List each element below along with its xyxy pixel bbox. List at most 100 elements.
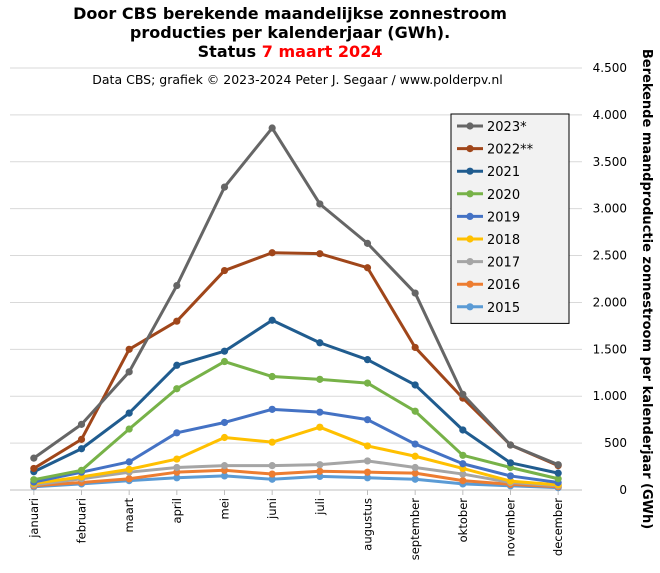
- status-prefix: Status: [197, 42, 257, 61]
- data-point: [268, 405, 276, 413]
- legend-label: 2016: [487, 278, 520, 293]
- series-line: [33, 459, 559, 488]
- data-point: [506, 477, 515, 485]
- y-tick-label: 3.500: [593, 155, 627, 169]
- legend-swatch-marker: [466, 190, 474, 198]
- data-point: [173, 474, 181, 482]
- data-point: [411, 440, 419, 448]
- series-line: [33, 360, 559, 482]
- data-point: [459, 390, 467, 398]
- data-point: [411, 475, 419, 483]
- data-point: [30, 476, 38, 484]
- legend-label: 2020: [487, 188, 520, 203]
- data-point: [173, 281, 181, 290]
- data-point: [316, 423, 324, 431]
- data-point: [411, 452, 419, 460]
- data-point: [554, 475, 562, 483]
- data-point: [268, 249, 276, 257]
- y-tick-label: 2.000: [593, 295, 627, 309]
- data-point: [363, 442, 372, 450]
- data-point: [220, 472, 229, 480]
- x-tick-label: januari: [27, 498, 41, 539]
- data-point: [411, 381, 419, 389]
- legend-label: 2018: [487, 233, 520, 248]
- data-point: [173, 463, 181, 472]
- series-line: [33, 251, 559, 470]
- data-point: [459, 477, 467, 485]
- x-tick-label: juni: [265, 498, 279, 520]
- data-point: [363, 239, 372, 247]
- series-line: [33, 407, 559, 484]
- legend-label: 2019: [487, 210, 520, 225]
- data-point: [220, 418, 229, 427]
- x-tick-label: maart: [122, 498, 136, 533]
- legend-swatch-marker: [466, 167, 474, 175]
- data-point: [173, 361, 181, 369]
- x-tick-label: december: [551, 498, 565, 556]
- data-point: [173, 455, 181, 463]
- data-point: [268, 316, 276, 324]
- data-point: [268, 124, 276, 132]
- y-tick-label: 0: [619, 483, 627, 497]
- series-line: [33, 425, 559, 487]
- x-tick-label: mei: [218, 498, 232, 519]
- data-point: [173, 385, 181, 393]
- legend-swatch-marker: [466, 235, 474, 243]
- x-tick-label: augustus: [361, 498, 375, 551]
- y-tick-label: 4.500: [593, 61, 627, 75]
- legend-swatch-marker: [466, 145, 474, 153]
- data-point: [411, 289, 419, 297]
- legend-label: 2022**: [487, 143, 534, 158]
- data-point: [125, 409, 133, 417]
- data-point: [268, 372, 276, 381]
- data-point: [363, 416, 372, 424]
- legend-label: 2021: [487, 165, 520, 180]
- data-point: [77, 435, 86, 443]
- x-tick-label: november: [504, 498, 518, 557]
- data-point: [125, 465, 133, 473]
- series-line: [33, 318, 559, 475]
- chart-title-line1: Door CBS berekende maandelijkse zonnestr…: [73, 4, 507, 23]
- data-point: [220, 357, 229, 366]
- data-point: [268, 462, 276, 470]
- y-tick-label: 1.500: [593, 342, 627, 356]
- data-point: [77, 466, 86, 474]
- chart-source: Data CBS; grafiek © 2023-2024 Peter J. S…: [92, 72, 503, 87]
- data-point: [316, 339, 324, 347]
- data-point: [220, 433, 229, 442]
- data-point: [125, 458, 133, 466]
- data-point: [316, 472, 324, 481]
- legend-swatch-marker: [466, 258, 474, 266]
- chart-status-line: Status 7 maart 2024: [0, 42, 580, 61]
- data-point: [125, 475, 133, 483]
- data-point: [506, 459, 515, 467]
- legend-label: 2015: [487, 301, 520, 316]
- x-tick-label: februari: [75, 498, 89, 543]
- data-point: [411, 343, 419, 352]
- data-point: [363, 468, 372, 476]
- y-tick-label: 2.500: [593, 249, 627, 263]
- data-point: [316, 200, 324, 208]
- data-point: [459, 451, 467, 459]
- x-tick-label: september: [408, 498, 422, 561]
- x-tick-label: april: [170, 498, 184, 523]
- y-tick-label: 1.000: [593, 389, 627, 403]
- data-point: [268, 470, 276, 478]
- data-point: [30, 464, 38, 473]
- data-point: [363, 356, 372, 364]
- y-tick-label: 3.000: [593, 202, 627, 216]
- data-point: [459, 426, 467, 434]
- data-point: [506, 441, 515, 449]
- data-point: [363, 474, 372, 482]
- data-point: [173, 429, 181, 437]
- y-tick-label: 500: [604, 436, 627, 450]
- data-point: [554, 469, 562, 477]
- chart-title-line2: producties per kalenderjaar (GWh).: [129, 23, 451, 42]
- x-tick-label: oktober: [456, 498, 470, 543]
- data-point: [506, 472, 515, 480]
- data-point: [554, 461, 562, 469]
- data-point: [125, 425, 133, 433]
- data-point: [363, 379, 372, 387]
